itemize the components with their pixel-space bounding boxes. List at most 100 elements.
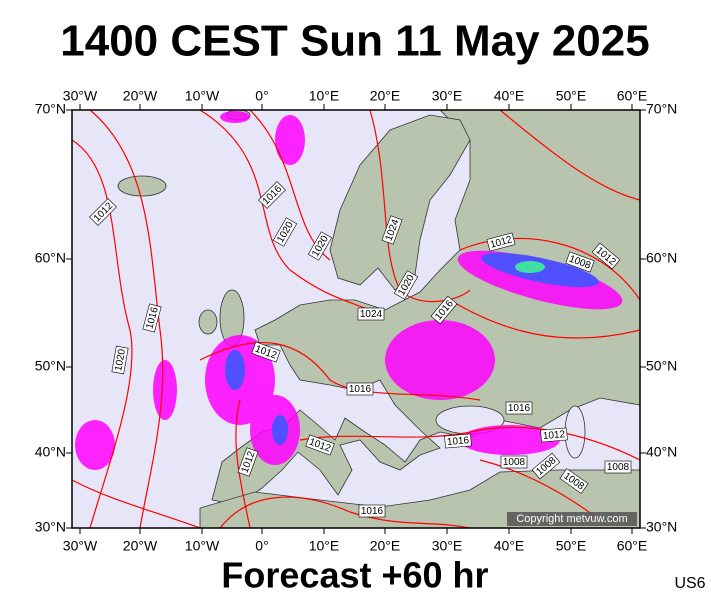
isobar-label-box [540, 427, 568, 443]
isobar [299, 426, 641, 461]
isobar-label-box [272, 217, 298, 247]
lon-label-top: 40°E [494, 88, 525, 104]
lat-label-left: 40°N [35, 444, 66, 460]
isobar-value: 1020 [113, 348, 128, 372]
isobar-label-box [142, 303, 162, 333]
isobar-label-box [381, 215, 403, 245]
isobar-value: 1024 [360, 309, 383, 320]
copyright-box [507, 512, 637, 526]
isobar-label: 1012 [540, 427, 568, 443]
lon-label-top: 0° [255, 88, 268, 104]
isobar-label-box [486, 232, 516, 252]
lat-label-right: 60°N [646, 250, 677, 266]
isobar-value: 1016 [446, 435, 470, 448]
isobar-label-box [358, 504, 386, 518]
isobars [71, 109, 641, 529]
isobar [71, 139, 133, 529]
intense-rain [515, 261, 545, 273]
caspian-sea [564, 405, 586, 459]
lon-label-top: 20°E [370, 88, 401, 104]
lon-label-bottom: 10°E [309, 538, 340, 554]
isobar-label: 1016 [346, 382, 374, 396]
lon-label-top: 50°E [556, 88, 587, 104]
isobar-label-box [500, 455, 528, 469]
rain-area [220, 111, 250, 123]
lon-label-bottom: 20°W [123, 538, 158, 554]
isobar-label-box [307, 231, 333, 261]
isobar-label: 1008 [604, 460, 632, 474]
forecast-label: Forecast +60 hr [221, 555, 488, 596]
lon-label-bottom: 50°E [556, 538, 587, 554]
lon-label-bottom: 0° [255, 538, 268, 554]
isobar-label-box [444, 433, 472, 449]
isobar-label: 1016 [505, 401, 533, 415]
rain-area [460, 425, 560, 455]
model-code: US6 [674, 575, 705, 592]
isobar-label-box [565, 251, 595, 273]
lat-label-right: 70°N [646, 101, 677, 117]
isobar-label-box [346, 382, 374, 396]
isobar-label-box [591, 242, 621, 270]
isobar-label-box [430, 295, 458, 325]
rain-area [275, 115, 305, 165]
lon-label-top: 10°E [309, 88, 340, 104]
isobar-label-box [111, 345, 129, 375]
isobar [89, 109, 164, 529]
lat-label-left: 30°N [35, 519, 66, 535]
lon-label-top: 30°E [432, 88, 463, 104]
lon-label-bottom: 10°W [185, 538, 220, 554]
lat-label-right: 40°N [646, 444, 677, 460]
land [117, 109, 641, 529]
lon-label-bottom: 40°E [494, 538, 525, 554]
lat-label-right: 30°N [646, 519, 677, 535]
isobar-label: 1016 [444, 433, 472, 449]
isobar-label-box [559, 468, 589, 494]
isobar-label: 1008 [500, 455, 528, 469]
iceland [117, 175, 167, 197]
isobar-label: 1012 [486, 232, 516, 252]
ireland [198, 309, 218, 335]
lon-label-bottom: 20°E [370, 538, 401, 554]
isobar-label: 1020 [111, 345, 129, 375]
isobar-label-box [305, 434, 335, 456]
isobar-label-box [89, 198, 117, 226]
lon-label-top: 20°W [123, 88, 158, 104]
isobar [199, 109, 381, 316]
heavy-rain [225, 350, 245, 390]
isobar-label: 1016 [142, 303, 162, 333]
map-area [71, 109, 641, 529]
eurasia [211, 109, 641, 506]
isobar-label-box [393, 270, 419, 300]
scandinavia [329, 114, 471, 291]
lat-label-left: 70°N [35, 101, 66, 117]
rain-area [75, 420, 115, 470]
isobar-label-box [357, 307, 385, 321]
isobar-label-box [258, 181, 286, 209]
lat-label-left: 60°N [35, 250, 66, 266]
isobar [71, 479, 201, 529]
isobar-value: 1016 [508, 403, 531, 414]
lon-label-top: 10°W [185, 88, 220, 104]
isobar-value: 1012 [542, 429, 566, 442]
isobar-label-box [251, 341, 281, 363]
lon-label-top: 60°E [617, 88, 648, 104]
copyright: Copyright metvuw.com [516, 513, 627, 525]
map-frame [71, 109, 641, 529]
isobar [459, 237, 641, 301]
isobar-value: 1008 [503, 457, 526, 468]
isobar [219, 496, 471, 529]
isobar-label-box [531, 452, 561, 480]
isobar-value: 1008 [607, 462, 630, 473]
isobar [479, 459, 601, 521]
lon-label-bottom: 30°W [63, 538, 98, 554]
isobar [235, 399, 251, 529]
isobar-label-box [237, 447, 259, 477]
isobar-label: 1024 [357, 307, 385, 321]
rain-area [385, 320, 495, 400]
lon-label-bottom: 30°E [432, 538, 463, 554]
isobar-label-box [604, 460, 632, 474]
isobar [199, 341, 481, 401]
lon-label-bottom: 60°E [617, 538, 648, 554]
